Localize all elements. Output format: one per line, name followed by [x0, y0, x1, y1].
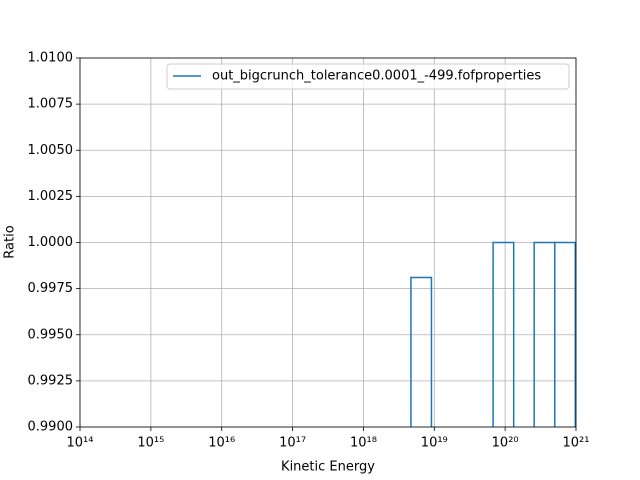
y-tick-label: 0.9925 — [28, 373, 74, 388]
x-tick-label: 10¹⁹ — [421, 436, 448, 451]
y-tick-label: 1.0050 — [28, 143, 74, 158]
x-tick-label: 10¹⁶ — [208, 436, 235, 451]
x-tick-label: 10²¹ — [563, 436, 590, 451]
y-tick-label: 1.0000 — [28, 235, 74, 250]
y-tick-label: 1.0100 — [28, 51, 74, 66]
y-tick-label: 1.0025 — [28, 189, 74, 204]
step-bar — [533, 241, 556, 427]
y-tick-label: 0.9900 — [28, 420, 74, 435]
legend-box — [166, 63, 570, 90]
x-axis-label: Kinetic Energy — [281, 460, 375, 475]
legend-label: out_bigcrunch_tolerance0.0001_-499.fofpr… — [212, 69, 541, 84]
step-bar — [492, 241, 515, 427]
step-bar — [553, 241, 576, 427]
y-axis-label: Ratio — [3, 225, 18, 258]
y-tick-label: 0.9975 — [28, 281, 74, 296]
x-tick-label: 10¹⁵ — [137, 436, 164, 451]
x-tick-label: 10¹⁷ — [279, 436, 306, 451]
x-tick-label: 10¹⁴ — [67, 436, 94, 451]
y-tick-label: 0.9950 — [28, 327, 74, 342]
x-tick-label: 10²⁰ — [492, 436, 519, 451]
y-tick-label: 1.0075 — [28, 97, 74, 112]
legend: out_bigcrunch_tolerance0.0001_-499.fofpr… — [166, 63, 570, 90]
plot-area — [410, 241, 576, 427]
x-tick-label: 10¹⁸ — [350, 436, 377, 451]
step-bar — [410, 276, 433, 427]
